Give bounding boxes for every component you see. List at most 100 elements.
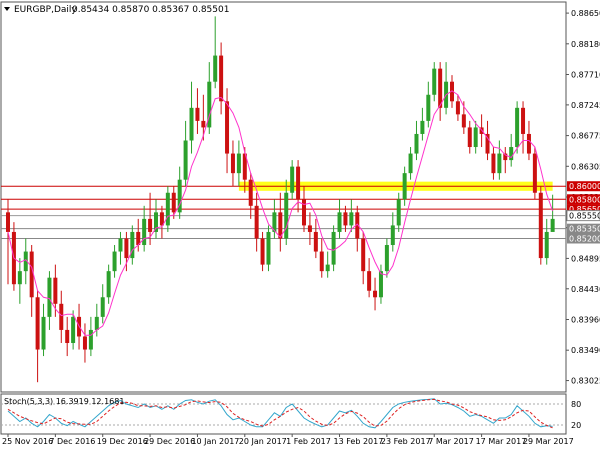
level-label-text: 0.85200 xyxy=(569,234,600,243)
candle-body xyxy=(349,212,354,226)
date-tick-label: 13 Feb 2017 xyxy=(334,437,384,446)
candle-body xyxy=(373,290,378,298)
level-label-text: 0.86000 xyxy=(569,182,600,191)
candle-body xyxy=(420,120,425,134)
candle-body xyxy=(183,140,188,180)
candle-body xyxy=(426,94,431,121)
candle-body xyxy=(307,225,312,232)
price-tick-label: 0.83025 xyxy=(571,377,600,386)
level-label-text: 0.85650 xyxy=(569,205,600,214)
candle-body xyxy=(473,127,478,148)
candle-body xyxy=(521,107,526,134)
level-label-box xyxy=(567,204,600,215)
candle-body xyxy=(266,231,271,265)
candle-body xyxy=(550,218,555,232)
candle-body xyxy=(136,231,141,246)
candle-body xyxy=(355,212,360,239)
candle-body xyxy=(6,212,10,232)
candle-body xyxy=(432,68,437,95)
level-label-text: 0.85550 xyxy=(569,212,600,221)
candle-body xyxy=(94,316,99,330)
candle-body xyxy=(154,212,158,232)
stoch-d-line xyxy=(7,398,553,429)
candles xyxy=(6,16,555,383)
candle-body xyxy=(29,251,34,298)
candle-body xyxy=(82,336,87,350)
candle-body xyxy=(515,107,520,148)
date-tick-label: 20 Jan 2017 xyxy=(239,437,287,446)
candle-body xyxy=(485,133,490,154)
date-tick-label: 1 Feb 2017 xyxy=(286,437,331,446)
price-tick-label: 0.86775 xyxy=(571,132,600,141)
candle-body xyxy=(467,127,472,148)
candle-body xyxy=(171,192,176,213)
candle-body xyxy=(195,107,200,121)
candle-body xyxy=(384,245,389,272)
level-label-text: 0.85350 xyxy=(569,225,600,234)
date-tick-label: 10 Jan 2017 xyxy=(191,437,239,446)
candle-body xyxy=(461,114,466,128)
candle-body xyxy=(118,238,123,252)
date-tick-label: 17 Mar 2017 xyxy=(476,437,527,446)
candle-body xyxy=(242,153,247,180)
date-tick-label: 7 Dec 2016 xyxy=(49,437,95,446)
candle-body xyxy=(130,231,135,259)
candle-body xyxy=(225,101,230,154)
date-tick-label: 23 Feb 2017 xyxy=(381,437,431,446)
symbol-dropdown-icon[interactable] xyxy=(4,7,10,11)
candle-body xyxy=(544,231,549,259)
candle-body xyxy=(367,271,372,291)
candle-body xyxy=(248,179,253,206)
candle-body xyxy=(272,212,277,232)
candle-body xyxy=(207,81,212,128)
date-tick-label: 25 Nov 2016 xyxy=(2,437,53,446)
price-tick-label: 0.84895 xyxy=(571,254,600,263)
candle-body xyxy=(361,238,366,272)
candle-body xyxy=(313,231,318,252)
candle-body xyxy=(165,192,170,226)
candle-body xyxy=(532,153,537,193)
candle-body xyxy=(538,192,543,259)
candle-body xyxy=(236,153,241,174)
level-label-box xyxy=(566,210,600,222)
candle-body xyxy=(35,297,40,350)
level-label-box xyxy=(567,223,600,234)
candle-body xyxy=(296,166,301,200)
moving-average-line xyxy=(7,90,554,336)
candle-body xyxy=(47,277,52,317)
stoch-plot-frame xyxy=(0,393,567,435)
candle-body xyxy=(41,316,46,350)
candle-body xyxy=(201,120,206,128)
candle-body xyxy=(319,251,324,272)
candle-body xyxy=(142,218,147,246)
candle-body xyxy=(71,316,76,344)
stoch-label: Stoch(5,3,3) 16.3919 12.1681 xyxy=(4,397,124,406)
candle-body xyxy=(343,212,348,226)
candle-body xyxy=(59,303,64,330)
level-label-text: 0.85800 xyxy=(569,195,600,204)
candle-body xyxy=(337,212,342,232)
candle-body xyxy=(177,179,182,213)
candle-body xyxy=(124,238,129,259)
candle-body xyxy=(497,153,502,174)
candle-body xyxy=(100,297,105,317)
candle-body xyxy=(148,218,153,232)
date-tick-label: 29 Mar 2017 xyxy=(523,437,574,446)
candle-body xyxy=(112,251,117,272)
candle-body xyxy=(450,81,454,102)
ohlc-readout: 0.85434 0.85870 0.85367 0.85501 xyxy=(72,5,229,15)
candle-body xyxy=(189,107,194,141)
candle-body xyxy=(503,153,508,161)
candle-body xyxy=(284,192,289,239)
horizontal-levels xyxy=(1,185,566,239)
stoch-level-label: 20 xyxy=(571,421,581,430)
candle-body xyxy=(53,277,58,304)
